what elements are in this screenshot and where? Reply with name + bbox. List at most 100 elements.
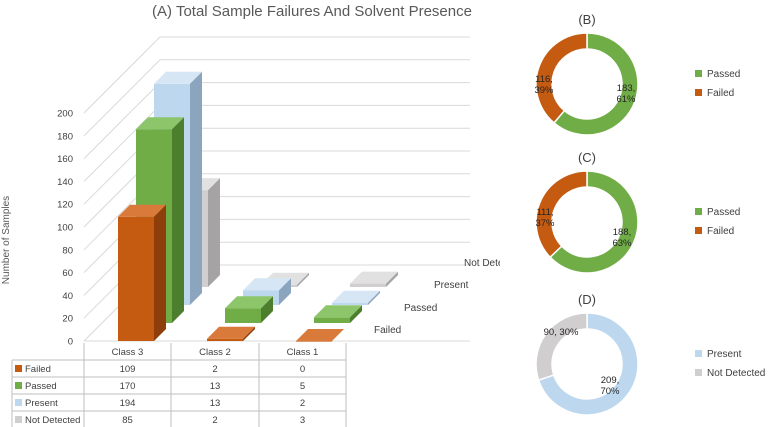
bar-side-face [261, 296, 273, 323]
y-tick-label-100: 100 [57, 223, 73, 234]
table-row-label: Present [25, 398, 58, 409]
bar-top-face [350, 271, 398, 284]
bar-side-face [386, 271, 398, 287]
donut-legend-label: Passed [707, 69, 740, 80]
table-cell: 194 [120, 398, 136, 409]
bar-top-face [314, 305, 362, 318]
bar-chart-3d: (A) Total Sample Failures And Solvent Pr… [1, 3, 500, 427]
donut-legend-label: Passed [707, 207, 740, 218]
donut-legend-label: Present [707, 349, 742, 360]
y-axis-label: Number of Samples [1, 196, 12, 284]
bar-top-face [154, 71, 202, 84]
donut-data-label: 111, [536, 207, 553, 218]
bar-side-face [243, 326, 255, 341]
y-tick-label-0: 0 [68, 337, 73, 348]
donut-slice [535, 170, 588, 259]
donut-slice [535, 32, 588, 124]
y-tick-label-40: 40 [62, 291, 73, 302]
table-legend-key [15, 399, 22, 406]
table-row-label: Not Detected [25, 415, 80, 426]
table-row-label: Failed [25, 364, 51, 375]
donut-legend-label: Not Detected [707, 368, 765, 379]
donut-data-label: 61% [616, 94, 636, 105]
donut-data-label: 209, [601, 375, 620, 386]
donut-legend-key [695, 227, 702, 234]
bar-present-class-1 [332, 290, 380, 305]
y-tick-label-20: 20 [62, 314, 73, 325]
depth-label: Present [434, 280, 469, 291]
y-tick-label-140: 140 [57, 177, 73, 188]
table-cell: 13 [210, 381, 221, 392]
donut-legend-key [695, 369, 702, 376]
grid-line-180 [83, 59, 470, 137]
y-tick-label-180: 180 [57, 131, 73, 142]
table-cell: 109 [120, 364, 136, 375]
table-header-cell: Class 3 [112, 347, 144, 358]
donut-slice [535, 312, 588, 382]
donut-legend-label: Failed [707, 226, 734, 237]
bar-side-face [297, 272, 309, 287]
donut-chart-d: (D) 209,70% 90, 30% Present Not Detected [535, 292, 765, 416]
data-table: Class 3 Class 2 Class 1 Failed 109 2 0 Passed 17… [11, 343, 347, 427]
donut-title: (C) [578, 150, 596, 165]
table-cell: 2 [300, 398, 305, 409]
bar-top-face [296, 329, 344, 341]
bar-front-face [296, 341, 332, 342]
table-cell: 5 [300, 381, 305, 392]
table-header-cell: Class 2 [199, 347, 231, 358]
bar-front-face [207, 338, 243, 341]
bar-passed-class-1 [314, 305, 362, 323]
table-legend-key [15, 416, 22, 423]
bar-side-face [279, 278, 291, 305]
y-tick-label-160: 160 [57, 154, 73, 165]
bar-passed-class-2 [225, 296, 273, 323]
table-cell: 85 [122, 415, 133, 426]
donut-data-label: 70% [600, 386, 620, 397]
y-tick-label-60: 60 [62, 268, 73, 279]
bar-top-face [243, 278, 291, 291]
y-tick-label-80: 80 [62, 245, 73, 256]
donut-title: (D) [578, 292, 596, 307]
bar-side-face [172, 117, 184, 323]
grid-line-200 [83, 36, 470, 114]
donut-legend-key [695, 70, 702, 77]
y-tick-label-200: 200 [57, 109, 73, 120]
bar-front-face [314, 317, 350, 323]
table-cell: 170 [120, 381, 136, 392]
donut-slice [549, 170, 639, 274]
donut-chart-c: (C) 188,63% 111,37% Passed Failed [535, 150, 740, 274]
bar-side-face [208, 178, 220, 287]
donut-slice [537, 312, 639, 416]
donut-data-label: 188, [613, 227, 632, 238]
bar-front-face [225, 308, 261, 323]
table-cell: 3 [300, 415, 305, 426]
bar-side-face [350, 305, 362, 323]
donut-data-label: 116, [535, 74, 553, 85]
table-row-label: Passed [25, 381, 57, 392]
bar-front-face [118, 216, 154, 341]
donut-slice [552, 32, 639, 136]
donut-legend-key [695, 350, 702, 357]
donut-legend-key [695, 89, 702, 96]
bar-side-face [190, 71, 202, 305]
bar-top-face [136, 117, 184, 130]
depth-label: Passed [404, 303, 437, 314]
chart-title: (A) Total Sample Failures And Solvent Pr… [152, 3, 472, 20]
bar-failed-class-2 [207, 326, 255, 341]
donut-data-label: 90, 30% [544, 327, 579, 338]
table-legend-key [15, 365, 22, 372]
donut-chart-b: (B) 183,61% 116,39% Passed Failed [534, 12, 740, 136]
y-tick-label-120: 120 [57, 200, 73, 211]
donut-legend-label: Failed [707, 88, 734, 99]
bar-front-face [350, 283, 386, 287]
table-cell: 0 [300, 364, 305, 375]
bar-front-face [332, 302, 368, 305]
table-header-cell: Class 1 [287, 347, 319, 358]
bar-failed-class-3 [118, 204, 166, 341]
donut-data-label: 37% [535, 218, 555, 229]
bar-side-face [368, 290, 380, 305]
bar-failed-class-1 [296, 329, 344, 342]
depth-label: Failed [374, 325, 401, 336]
donut-data-label: 183, [617, 83, 636, 94]
